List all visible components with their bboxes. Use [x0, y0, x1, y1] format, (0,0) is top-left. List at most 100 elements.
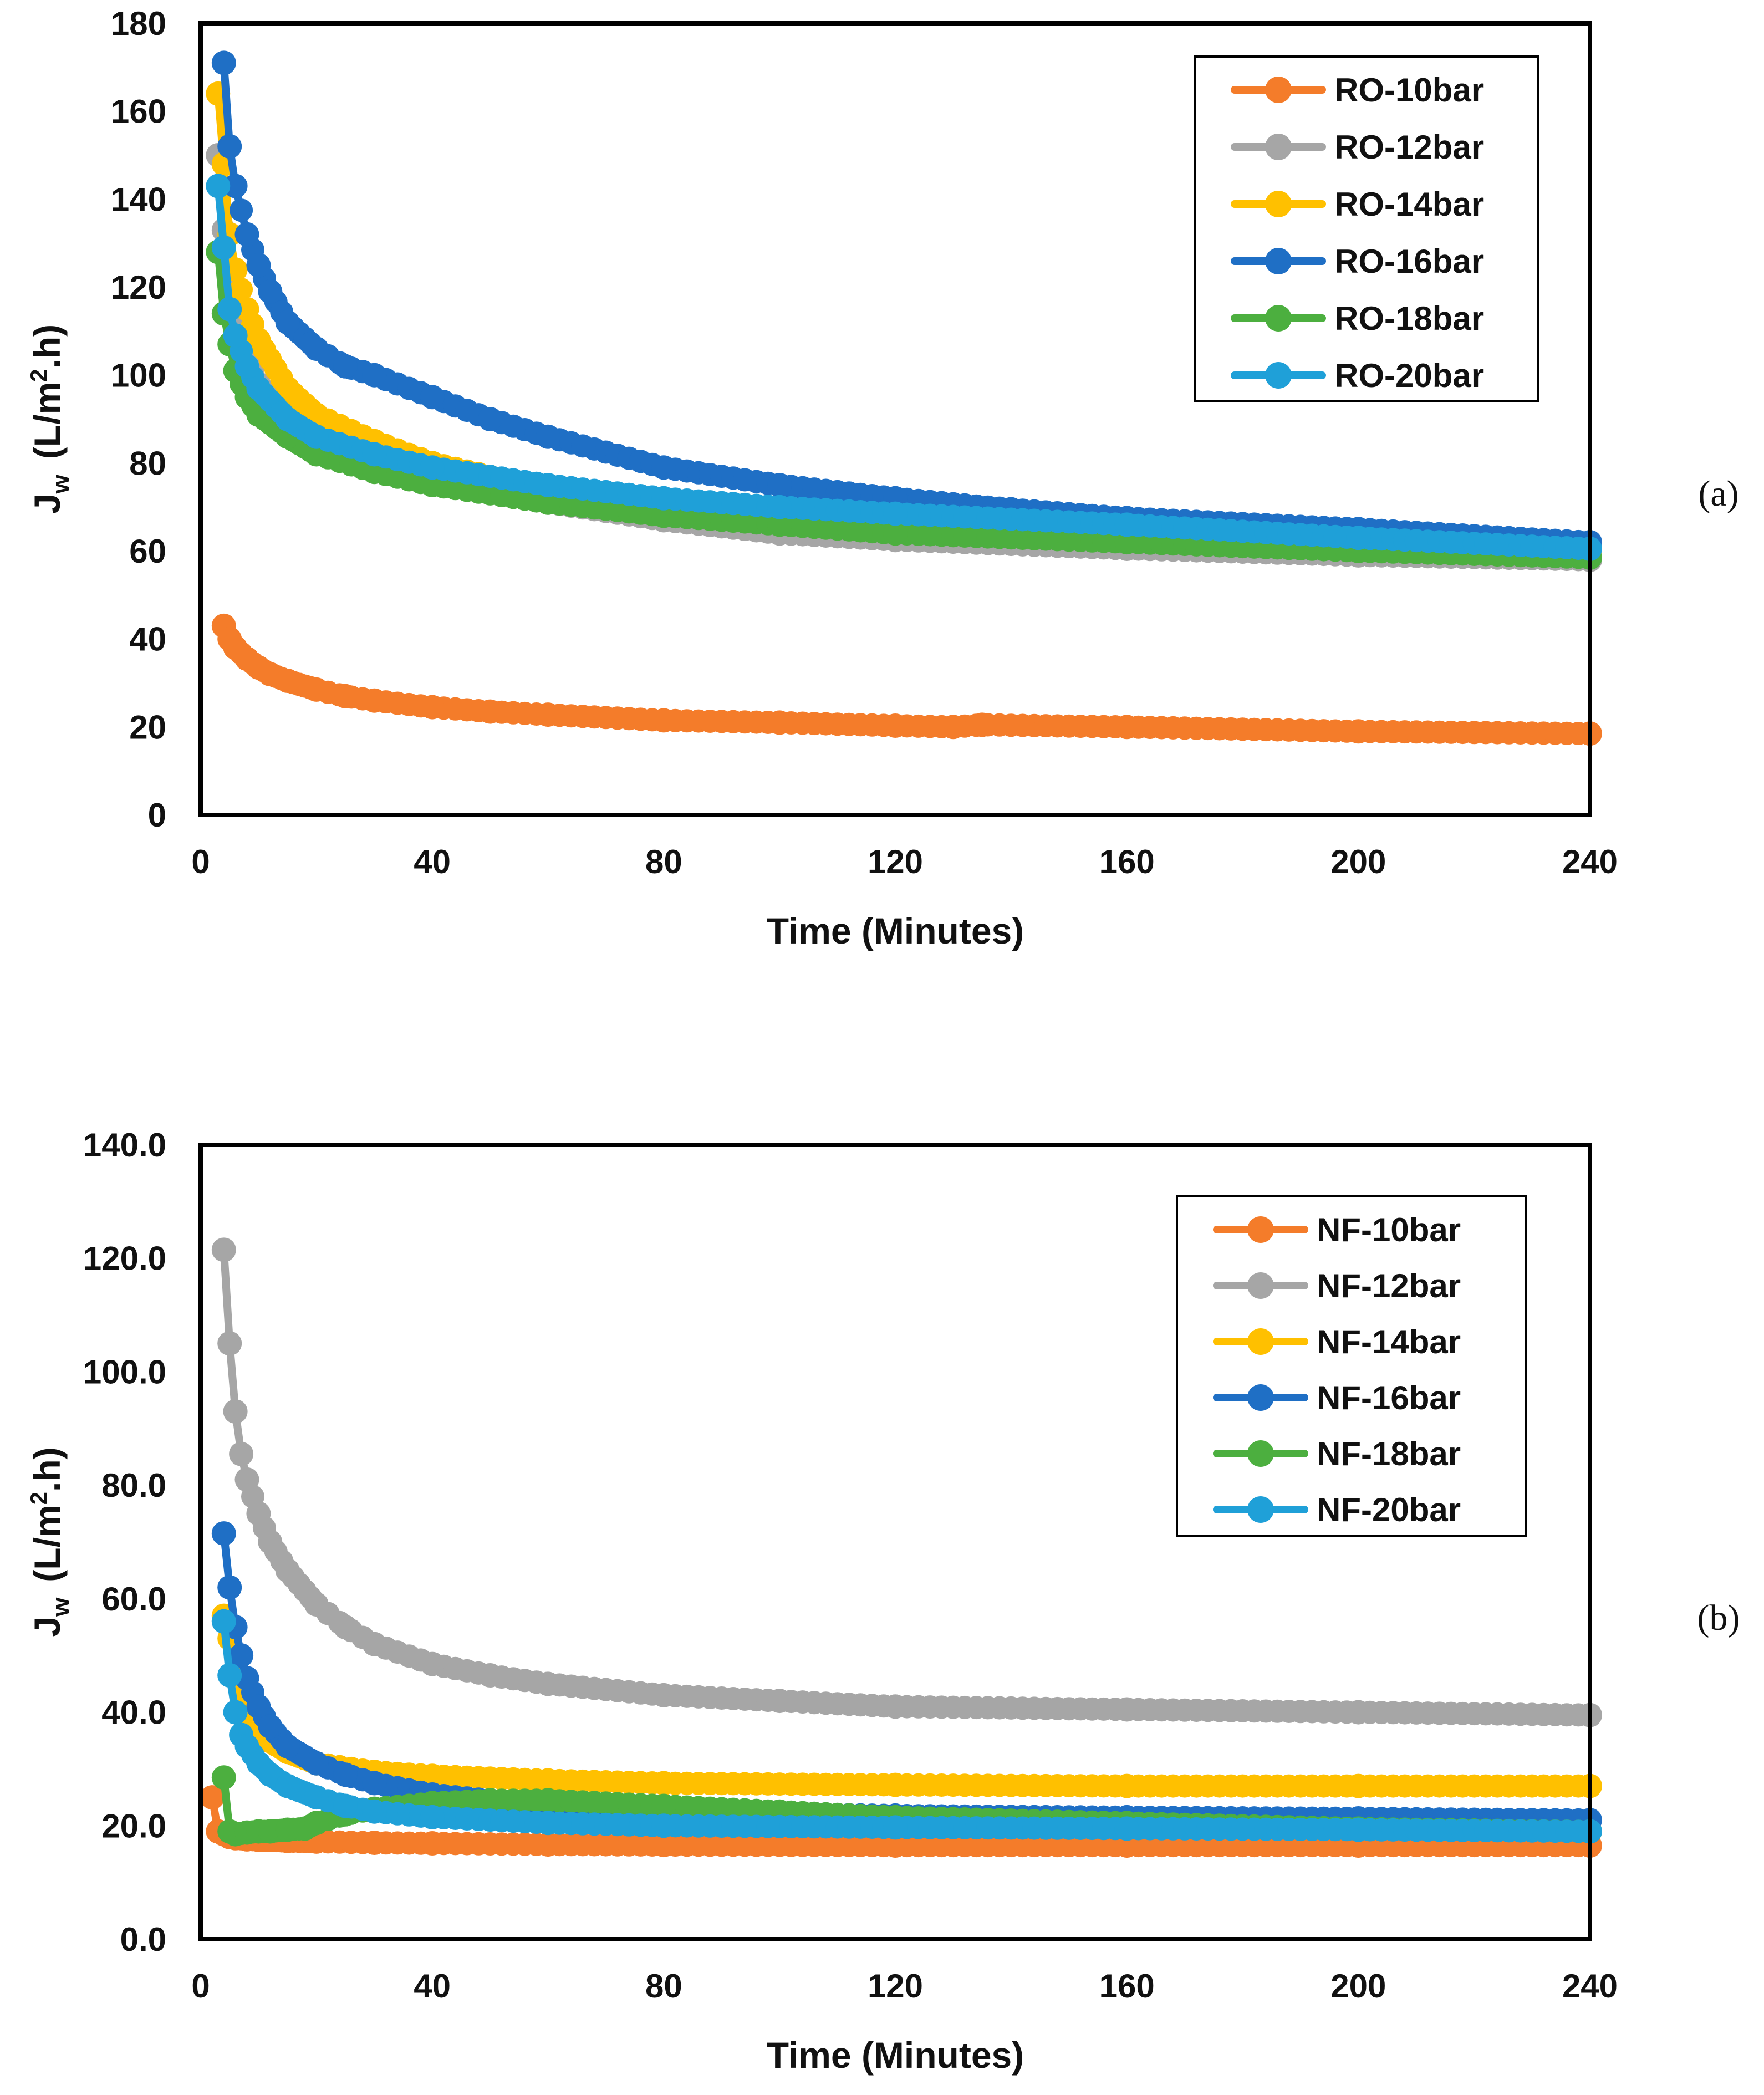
data-point [767, 495, 792, 519]
y-tick-label: 120 [111, 269, 166, 306]
legend-label: NF-18bar [1317, 1435, 1461, 1472]
data-point [234, 222, 259, 247]
legend-swatch-marker [1265, 191, 1292, 217]
data-point [258, 1714, 283, 1739]
y-axis-title-part: .h) [27, 324, 68, 369]
data-point [234, 1734, 259, 1758]
chart-panel-b: 0.0 20.0 40.0 60.0 80.0 100.0 120.0 140.0 0 40 80 1… [26, 1126, 1740, 2076]
panel-label: (b) [1697, 1598, 1740, 1638]
data-point [217, 1331, 242, 1356]
x-tick-label: 120 [868, 1967, 923, 2005]
y-tick-label: 80.0 [101, 1467, 166, 1504]
data-point [246, 328, 271, 353]
data-point [536, 1671, 560, 1696]
data-point [883, 521, 908, 546]
data-point [229, 1441, 254, 1466]
data-point [206, 174, 231, 198]
y-axis-title: Jw (L/m2.h) [26, 324, 74, 514]
data-point [767, 512, 792, 537]
x-tick-label: 40 [414, 1967, 451, 2005]
x-tick-label: 0 [191, 843, 210, 880]
series-nf-12bar [211, 1237, 1602, 1727]
data-point [362, 688, 387, 713]
data-point [420, 455, 445, 480]
x-tick-label: 40 [414, 843, 451, 880]
data-point [1346, 1773, 1371, 1798]
data-point [304, 677, 329, 702]
data-point [536, 473, 560, 497]
y-axis-title-part: 2 [26, 369, 52, 382]
y-tick-label: 60 [129, 533, 166, 570]
data-point [275, 1734, 300, 1758]
data-point [478, 407, 503, 431]
y-axis-title-part: w [47, 474, 74, 494]
data-point [1114, 1697, 1139, 1722]
data-point [478, 1788, 503, 1813]
legend-label: RO-20bar [1334, 357, 1484, 394]
y-axis-title-part: (L/m [27, 1505, 68, 1582]
data-point [651, 708, 676, 733]
data-point [362, 1831, 387, 1855]
data-point [536, 1811, 560, 1836]
data-point [767, 473, 792, 497]
legend-label: NF-14bar [1317, 1323, 1461, 1360]
data-point [1346, 719, 1371, 744]
y-tick-label: 20 [129, 708, 166, 746]
data-point [651, 1771, 676, 1796]
data-point [275, 376, 300, 401]
legend-label: RO-16bar [1334, 243, 1484, 280]
data-point [275, 1773, 300, 1798]
x-tick-label: 160 [1099, 843, 1155, 880]
data-point [333, 1615, 358, 1639]
data-point [420, 1805, 445, 1829]
data-point [1346, 526, 1371, 550]
x-tick-label: 80 [645, 843, 682, 880]
data-point [362, 363, 387, 388]
x-tick-label: 120 [868, 843, 923, 880]
data-point [333, 684, 358, 708]
data-point [258, 1762, 283, 1787]
legend-swatch-marker [1247, 1216, 1274, 1243]
y-tick-label: 0 [148, 797, 166, 834]
data-point [651, 1813, 676, 1838]
data-point [223, 1399, 248, 1424]
series-ro-10bar [211, 613, 1602, 746]
data-point [651, 1683, 676, 1707]
series-ro-20bar [206, 174, 1602, 561]
legend-swatch-marker [1265, 134, 1292, 160]
legend-swatch-marker [1247, 1384, 1274, 1411]
legend-label: NF-12bar [1317, 1267, 1461, 1304]
legend-label: RO-12bar [1334, 129, 1484, 166]
x-tick-label: 240 [1562, 1967, 1618, 2005]
x-axis-title: Time (Minutes) [767, 910, 1024, 951]
data-point [333, 1793, 358, 1818]
data-point [420, 695, 445, 720]
y-tick-label: 80 [129, 445, 166, 482]
y-axis-title-part: 2 [26, 1492, 52, 1505]
legend-label: NF-10bar [1317, 1211, 1461, 1248]
data-point [304, 1751, 329, 1776]
data-point [883, 1815, 908, 1840]
data-point [883, 1833, 908, 1858]
series-nf-20bar [211, 1609, 1602, 1844]
data-point [304, 424, 329, 449]
data-point [1114, 715, 1139, 740]
y-axis-title-part: w [47, 1597, 74, 1617]
y-tick-label: 60.0 [101, 1581, 166, 1618]
legend-swatch-marker [1247, 1496, 1274, 1523]
y-tick-label: 180 [111, 5, 166, 42]
y-tick-label: 120.0 [83, 1240, 166, 1277]
data-point [941, 715, 966, 740]
data-point [275, 1558, 300, 1583]
data-point [223, 1700, 248, 1725]
data-point [229, 1643, 254, 1668]
y-axis-title-part: J [27, 1617, 68, 1637]
data-point [536, 424, 560, 449]
y-tick-label: 140 [111, 181, 166, 218]
data-point [211, 50, 236, 75]
legend-swatch-marker [1265, 77, 1292, 103]
legend-label: NF-16bar [1317, 1379, 1461, 1416]
data-point [246, 1501, 271, 1526]
data-point [767, 1689, 792, 1714]
data-point [275, 407, 300, 431]
